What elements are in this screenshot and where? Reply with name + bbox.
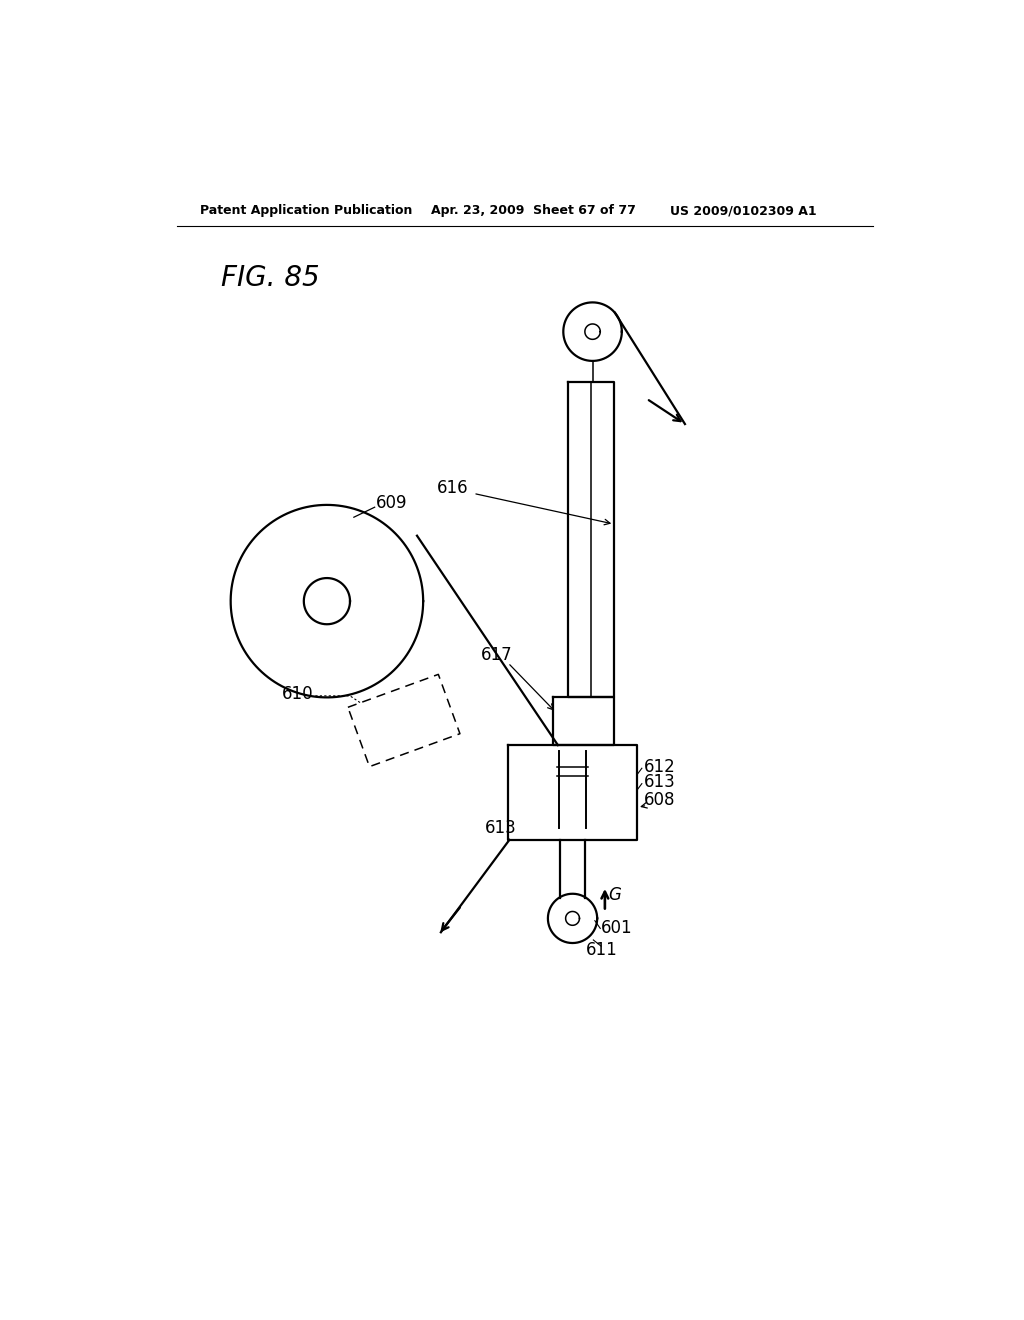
- Text: Patent Application Publication: Patent Application Publication: [200, 205, 413, 218]
- Text: 613: 613: [484, 820, 516, 837]
- Text: 616: 616: [437, 479, 469, 496]
- Text: 601: 601: [601, 920, 633, 937]
- Text: FIG. 85: FIG. 85: [221, 264, 321, 292]
- Text: G: G: [608, 886, 622, 903]
- Text: 609: 609: [376, 495, 407, 512]
- Text: 613: 613: [643, 774, 675, 791]
- Text: US 2009/0102309 A1: US 2009/0102309 A1: [670, 205, 816, 218]
- Text: 617: 617: [481, 645, 513, 664]
- Text: 610: 610: [282, 685, 313, 702]
- Text: 611: 611: [586, 941, 617, 958]
- Text: 608: 608: [643, 791, 675, 809]
- Text: Apr. 23, 2009  Sheet 67 of 77: Apr. 23, 2009 Sheet 67 of 77: [431, 205, 636, 218]
- Text: 612: 612: [643, 758, 675, 776]
